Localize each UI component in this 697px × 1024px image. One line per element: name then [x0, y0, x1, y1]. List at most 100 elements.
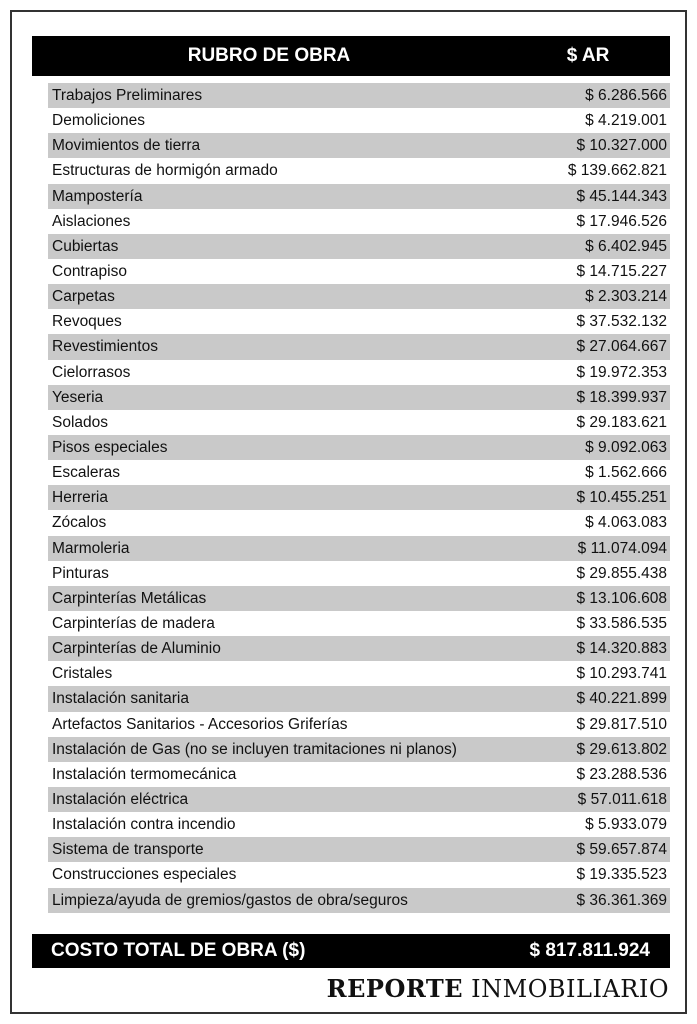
- row-label: Demoliciones: [52, 112, 146, 130]
- row-amount: $ 6.286.566: [585, 87, 667, 104]
- table-row: Instalación eléctrica $ 57.011.618: [48, 786, 670, 813]
- row-label: Carpinterías de Aluminio: [52, 640, 221, 658]
- row-amount: $ 14.715.227: [576, 262, 667, 280]
- row-amount: $ 57.011.618: [577, 790, 667, 808]
- row-label: Yeseria: [52, 388, 104, 406]
- row-amount: $ 4.063.083: [585, 514, 667, 532]
- table-row: Instalación de Gas (no se incluyen trami…: [48, 736, 670, 762]
- row-label: Movimientos de tierra: [52, 137, 201, 155]
- row-label: Herreria: [52, 489, 108, 507]
- row-amount: $ 37.532.132: [576, 313, 667, 331]
- row-label: Revoques: [52, 313, 122, 331]
- header-item-column: RUBRO DE OBRA: [187, 45, 351, 66]
- row-label: Marmoleria: [52, 539, 130, 557]
- brand-part-2: INMOBILIARIO: [471, 975, 669, 1003]
- table-row: Instalación termomecánica $ 23.288.536: [48, 762, 670, 787]
- table-row: Cristales $ 10.293.741: [48, 661, 670, 686]
- row-label: Trabajos Preliminares: [52, 87, 203, 104]
- row-label: Instalación eléctrica: [52, 790, 189, 808]
- row-amount: $ 1.562.666: [585, 464, 667, 482]
- row-amount: $ 10.455.251: [576, 489, 667, 507]
- total-row: COSTO TOTAL DE OBRA ($) $ 817.811.924: [32, 934, 670, 968]
- row-amount: $ 19.972.353: [576, 363, 667, 381]
- row-label: Cristales: [52, 665, 113, 683]
- row-amount: $ 27.064.667: [576, 338, 667, 356]
- row-amount: $ 36.361.369: [576, 891, 667, 909]
- row-label: Instalación termomecánica: [52, 765, 237, 783]
- table-row: Demoliciones $ 4.219.001: [48, 108, 670, 133]
- table-row: Estructuras de hormigón armado $ 139.662.…: [48, 158, 670, 183]
- row-amount: $ 10.327.000: [576, 137, 667, 155]
- row-label: Estructuras de hormigón armado: [52, 162, 278, 180]
- table-row: Marmoleria $ 11.074.094: [48, 535, 670, 561]
- row-amount: $ 139.662.821: [567, 162, 667, 180]
- table-row: Zócalos $ 4.063.083: [48, 510, 670, 535]
- row-amount: $ 29.183.621: [576, 413, 667, 431]
- table-row: Instalación sanitaria $ 40.221.899: [48, 686, 670, 712]
- table-row: Solados $ 29.183.621: [48, 410, 670, 435]
- table-row: Cubiertas $ 6.402.945: [48, 233, 670, 259]
- table-row: Carpetas $ 2.303.214: [48, 284, 670, 310]
- table-row: Revestimientos $ 27.064.667: [48, 334, 670, 360]
- table-row: Mampostería $ 45.144.343: [48, 183, 670, 209]
- table-row: Pinturas $ 29.855.438: [48, 561, 670, 586]
- row-amount: $ 23.288.536: [576, 765, 667, 783]
- row-amount: $ 4.219.001: [585, 112, 667, 130]
- row-amount: $ 29.855.438: [576, 564, 667, 582]
- row-amount: $ 19.335.523: [576, 866, 667, 884]
- row-label: Instalación sanitaria: [52, 690, 189, 708]
- brand-logo: REPORTE INMOBILIARIO: [327, 974, 669, 1003]
- row-label: Zócalos: [52, 514, 107, 532]
- row-amount: $ 45.144.343: [576, 187, 667, 205]
- row-label: Limpieza/ayuda de gremios/gastos de obra…: [52, 891, 408, 909]
- table-row: Carpinterías de madera $ 33.586.535: [48, 611, 670, 636]
- row-amount: $ 6.402.945: [585, 237, 667, 255]
- row-label: Escaleras: [52, 464, 121, 482]
- row-label: Contrapiso: [52, 262, 127, 280]
- row-label: Artefactos Sanitarios - Accesorios Grife…: [52, 715, 348, 733]
- row-amount: $ 13.106.608: [576, 589, 667, 607]
- row-label: Aislaciones: [52, 212, 131, 230]
- table-row: Escaleras $ 1.562.666: [48, 460, 670, 485]
- row-amount: $ 17.946.526: [576, 212, 667, 230]
- table-row: Limpieza/ayuda de gremios/gastos de obra…: [48, 887, 670, 913]
- row-amount: $ 2.303.214: [585, 288, 667, 306]
- row-amount: $ 14.320.883: [576, 640, 667, 658]
- row-amount: $ 33.586.535: [576, 614, 667, 632]
- table-row: Cielorrasos $ 19.972.353: [48, 360, 670, 385]
- total-label: COSTO TOTAL DE OBRA ($): [51, 940, 306, 961]
- table-row: Instalación contra incendio $ 5.933.079: [48, 812, 670, 837]
- row-amount: $ 18.399.937: [576, 388, 667, 406]
- table-row: Artefactos Sanitarios - Accesorios Grife…: [48, 712, 670, 737]
- brand-part-1: REPORTE: [326, 974, 464, 1003]
- page-frame: RUBRO DE OBRA $ AR Trabajos Preliminares…: [10, 10, 687, 1014]
- row-label: Pinturas: [52, 564, 109, 582]
- table-row: Carpinterías Metálicas $ 13.106.608: [48, 585, 670, 611]
- header-amount-column: $ AR: [566, 45, 610, 66]
- row-label: Sistema de transporte: [52, 841, 204, 859]
- cost-table-body: Trabajos Preliminares $ 6.286.566 Demolici…: [48, 83, 670, 913]
- row-label: Carpetas: [52, 288, 115, 306]
- table-row: Movimientos de tierra $ 10.327.000: [48, 133, 670, 159]
- row-label: Construcciones especiales: [52, 866, 237, 884]
- row-label: Carpinterías Metálicas: [52, 589, 207, 607]
- table-row: Construcciones especiales $ 19.335.523: [48, 862, 670, 887]
- table-row: Carpinterías de Aluminio $ 14.320.883: [48, 636, 670, 662]
- row-amount: $ 59.657.874: [576, 841, 667, 859]
- table-row: Sistema de transporte $ 59.657.874: [48, 837, 670, 863]
- row-amount: $ 9.092.063: [585, 438, 667, 456]
- row-label: Mampostería: [52, 187, 143, 205]
- total-amount: $ 817.811.924: [529, 940, 650, 961]
- table-header: RUBRO DE OBRA $ AR: [32, 36, 670, 76]
- row-label: Carpinterías de madera: [52, 614, 215, 632]
- row-label: Pisos especiales: [52, 438, 168, 456]
- row-label: Instalación contra incendio: [52, 816, 236, 834]
- table-row: Herreria $ 10.455.251: [48, 485, 670, 511]
- table-row: Contrapiso $ 14.715.227: [48, 259, 670, 284]
- row-label: Cielorrasos: [52, 363, 131, 381]
- row-label: Instalación de Gas (no se incluyen trami…: [52, 740, 457, 758]
- row-amount: $ 5.933.079: [585, 816, 667, 834]
- table-row: Yeseria $ 18.399.937: [48, 384, 670, 410]
- table-row: Trabajos Preliminares $ 6.286.566: [48, 83, 670, 109]
- row-amount: $ 11.074.094: [577, 539, 667, 557]
